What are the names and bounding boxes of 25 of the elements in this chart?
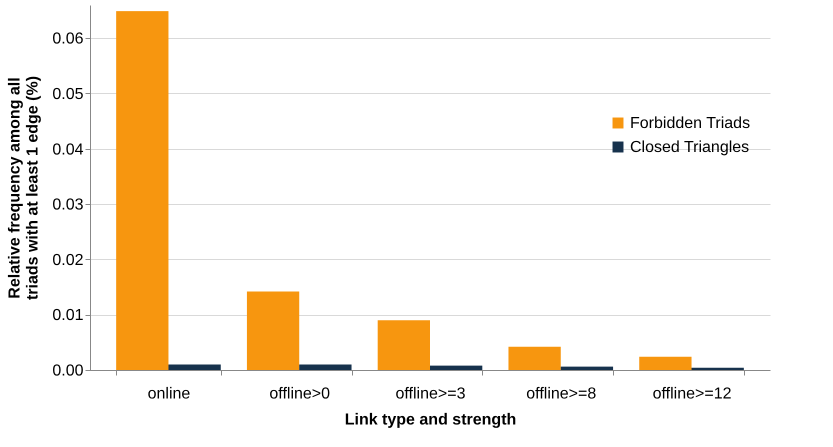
legend-label: Closed Triangles [630,139,750,156]
bar [560,366,614,370]
y-tick-label: 0.00 [52,362,84,380]
y-tick-label: 0.04 [52,141,84,158]
legend-label: Forbidden Triads [630,115,750,132]
y-tick-label: 0.06 [52,30,84,48]
bar [116,11,168,370]
x-tick-label: offline>=12 [652,386,732,402]
x-tick-label: online [148,386,190,402]
x-tick-label: offline>=3 [396,386,466,402]
bar [639,356,692,370]
y-tick-label: 0.02 [52,252,84,269]
x-tick-label: offline>=8 [526,386,596,402]
bar [299,364,352,370]
bar [168,364,221,370]
bar [378,320,430,370]
x-axis-title: Link type and strength [344,412,516,428]
bar [508,346,561,370]
bar [246,291,300,370]
y-tick-label: 0.03 [52,196,84,214]
y-tick-label: 0.01 [52,307,84,324]
x-tick-label: offline>0 [269,386,330,402]
y-axis-title: Relative frequency among all triads with at least 1 edge (%) [6,76,42,300]
y-tick-label: 0.05 [52,86,84,103]
bar [430,366,482,370]
